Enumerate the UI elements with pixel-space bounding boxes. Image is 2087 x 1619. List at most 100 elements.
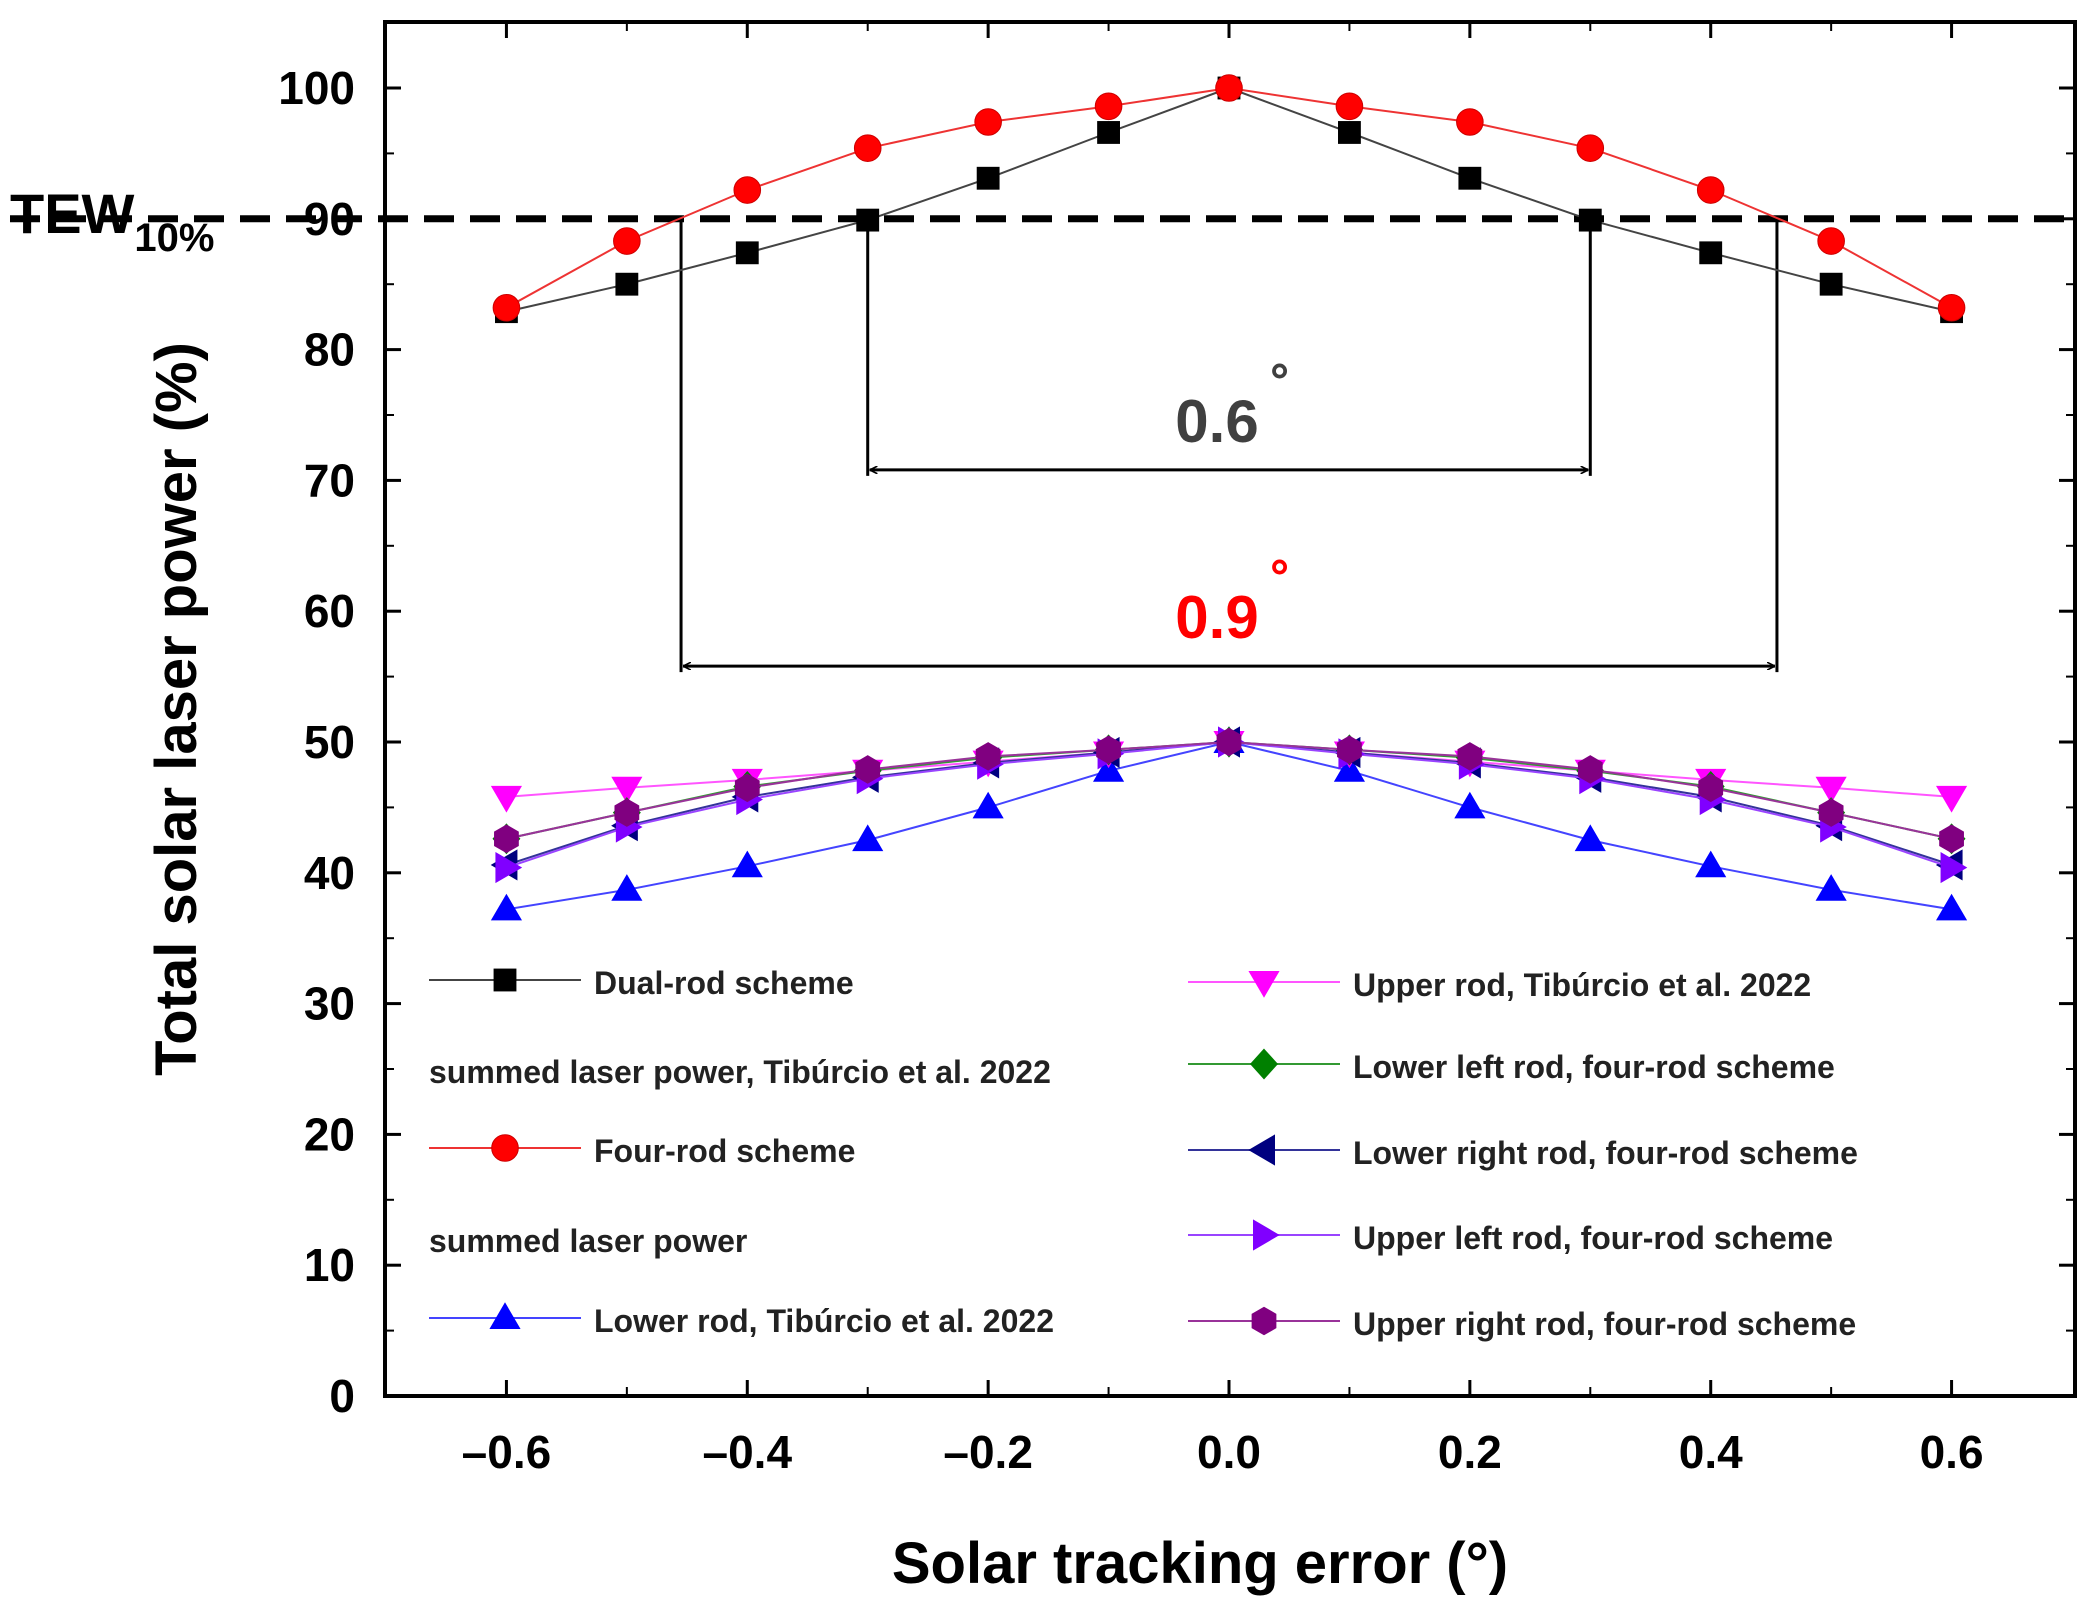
legend-entry-6: Lower right rod, four-rod scheme (1188, 1134, 1858, 1171)
legend-label: Lower rod, Tibúrcio et al. 2022 (594, 1303, 1054, 1339)
series-point (856, 208, 880, 232)
x-tick-label: 0.2 (1438, 1426, 1502, 1478)
series-point (1696, 176, 1725, 204)
series-point (1695, 850, 1727, 878)
x-tick-label: 0.4 (1679, 1426, 1743, 1478)
y-tick-label: 70 (304, 454, 355, 506)
series-point (614, 798, 640, 827)
width-dual-label: 0.6 (1175, 388, 1258, 455)
y-tick-label: 100 (278, 62, 355, 114)
legend-marker (493, 968, 517, 992)
series-line (506, 740, 1952, 869)
legend-label-continued: summed laser power (429, 1223, 747, 1259)
annotation-layer (10, 215, 2073, 673)
series-point (495, 851, 523, 884)
series-point (731, 850, 763, 878)
legend-label: Lower left rod, four-rod scheme (1353, 1049, 1835, 1085)
series-point (1815, 874, 1847, 901)
legend-marker (489, 1302, 521, 1329)
series-point (1699, 241, 1723, 265)
series-point (1454, 791, 1486, 819)
series-point (1698, 773, 1724, 803)
series-point (1337, 735, 1362, 765)
threshold-label-subscript: 10% (134, 216, 214, 260)
legend-entry-5: Lower left rod, four-rod scheme (1188, 1048, 1835, 1085)
series-line (506, 740, 1952, 866)
width-four-degree: ˚ (1271, 554, 1291, 621)
series-point (855, 755, 881, 784)
series-point (734, 773, 760, 803)
series-line (506, 740, 1952, 911)
series-point (490, 785, 522, 813)
x-tick-label: –0.4 (703, 1426, 793, 1478)
y-tick-label: 60 (304, 585, 355, 637)
series-point (1937, 293, 1966, 322)
legend-marker (1251, 1306, 1277, 1336)
width-dual-degree: ˚ (1271, 358, 1291, 425)
series-point (490, 893, 522, 921)
series-point (976, 166, 1000, 190)
y-tick-label: 50 (304, 716, 355, 768)
legend-marker (1248, 971, 1280, 998)
threshold-label-main: TEW (10, 182, 135, 245)
legend-marker (1253, 1219, 1280, 1251)
plot-frame (383, 20, 2077, 1398)
legend-entry-1: Dual-rod scheme (429, 965, 854, 1001)
threshold-label: TEW10% (10, 182, 214, 260)
series-point (1936, 893, 1968, 921)
legend-label: Dual-rod scheme (594, 965, 854, 1001)
legend-entry-3: Lower rod, Tibúrcio et al. 2022 (429, 1302, 1054, 1339)
legend-label-continued: summed laser power, Tibúrcio et al. 2022 (429, 1054, 1051, 1090)
series-point (1457, 742, 1483, 771)
legend-label: Upper rod, Tibúrcio et al. 2022 (1353, 967, 1811, 1003)
width-four-label: 0.9 (1175, 584, 1258, 651)
y-tick-label: 80 (304, 324, 355, 376)
y-tick-label: 0 (329, 1370, 355, 1422)
series-point (735, 241, 759, 265)
series-point (972, 791, 1004, 819)
series-point (1216, 727, 1242, 757)
series-8 (494, 727, 1964, 854)
series-point (611, 776, 643, 804)
legend-entry-7: Upper left rod, four-rod scheme (1188, 1219, 1833, 1256)
series-point (733, 176, 762, 204)
series-1 (495, 76, 1963, 324)
x-tick-label: 0.6 (1920, 1426, 1984, 1478)
legend-label: Upper right rod, four-rod scheme (1353, 1306, 1856, 1342)
series-point (613, 227, 641, 255)
series-point (1096, 735, 1121, 765)
series-point (1936, 785, 1968, 813)
y-tick-label: 90 (304, 193, 355, 245)
y-axis-title: Total solar laser power (%) (144, 342, 209, 1076)
series-point (1576, 134, 1605, 162)
series-point (1819, 272, 1843, 296)
y-tick-label: 30 (304, 978, 355, 1030)
series-2 (492, 74, 1966, 322)
series-point (1093, 755, 1125, 782)
y-tick-label: 10 (304, 1239, 355, 1291)
x-axis-title: Solar tracking error (°) (892, 1531, 1508, 1596)
plot-frame-layer (383, 20, 2077, 1398)
series-point (1574, 824, 1606, 852)
series-point (1940, 851, 1968, 884)
series-point (1338, 121, 1361, 144)
legend-label: Four-rod scheme (594, 1133, 855, 1169)
series-point (1215, 74, 1243, 102)
series-point (853, 134, 882, 162)
legend-entry-2: Four-rod scheme (429, 1133, 855, 1169)
y-tick-label: 20 (304, 1108, 355, 1160)
series-point (1577, 755, 1603, 784)
series-point (975, 742, 1001, 771)
series-point (1333, 755, 1365, 782)
series-point (1815, 776, 1847, 804)
series-point (1097, 121, 1120, 144)
series-point (852, 824, 884, 852)
series-point (1817, 227, 1845, 255)
x-tick-label: –0.6 (462, 1426, 552, 1478)
legend-marker (491, 1134, 519, 1162)
series-line (505, 86, 1953, 309)
text-layer: 0 10 20 30 40 50 60 70 80 90 100 –0.6 –0.4 –0.2 0.0 0.2… (10, 62, 1984, 1596)
series-point (974, 108, 1002, 136)
